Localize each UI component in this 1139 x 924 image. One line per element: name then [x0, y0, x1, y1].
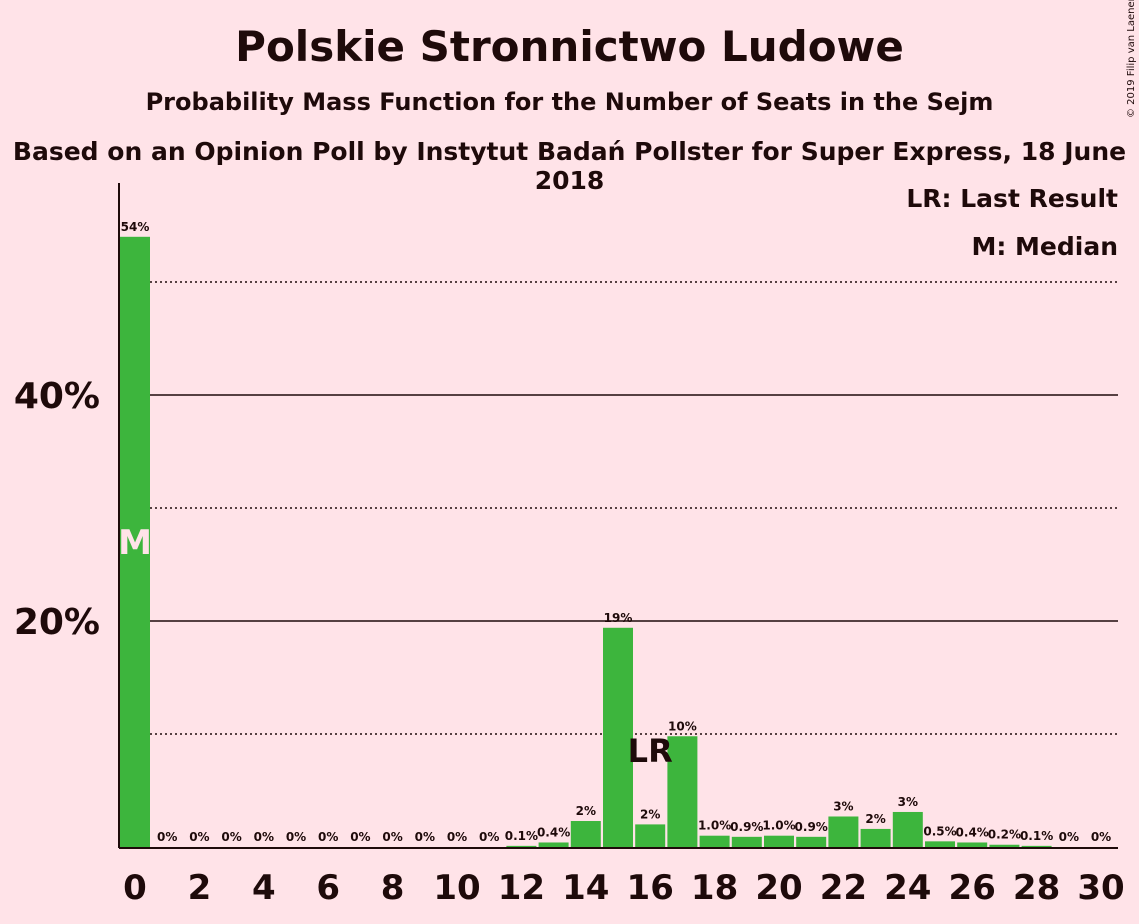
data-label: 3%	[833, 799, 853, 813]
x-tick-label: 0	[123, 868, 147, 908]
data-label: 1.0%	[762, 819, 795, 833]
bar	[828, 816, 859, 847]
data-label: 0.9%	[795, 820, 828, 834]
x-tick-label: 22	[820, 868, 867, 908]
bar	[957, 842, 988, 847]
data-label: 0%	[479, 830, 499, 844]
chart-title: Polskie Stronnictwo Ludowe	[235, 22, 904, 71]
data-label: 2%	[865, 812, 885, 826]
bar	[764, 835, 794, 847]
chart-subtitle: Probability Mass Function for the Number…	[145, 88, 994, 116]
data-label: 0%	[447, 830, 467, 844]
bar	[699, 835, 730, 847]
data-label: 2%	[640, 807, 660, 821]
x-tick-label: 4	[252, 868, 276, 908]
data-label: 2%	[576, 804, 596, 818]
bar	[667, 736, 698, 847]
data-label: 0.4%	[956, 825, 989, 839]
last-result-marker: LR	[628, 732, 673, 770]
data-label: 0.9%	[730, 820, 763, 834]
bar	[989, 844, 1020, 847]
x-tick-label: 20	[755, 868, 802, 908]
x-tick-label: 16	[627, 868, 674, 908]
y-tick-label: 20%	[14, 602, 100, 643]
data-label: 0%	[415, 830, 435, 844]
data-label: 0.2%	[988, 828, 1021, 842]
bar	[860, 828, 891, 847]
x-tick-label: 10	[433, 868, 480, 908]
bar	[796, 836, 827, 847]
y-tick-label: 40%	[14, 376, 100, 417]
legend-median: M: Median	[971, 232, 1118, 261]
data-label: 19%	[604, 611, 633, 625]
data-label: 0%	[318, 830, 338, 844]
x-tick-label: 28	[1013, 868, 1060, 908]
data-label: 3%	[898, 795, 918, 809]
data-label: 1.0%	[698, 819, 731, 833]
x-tick-label: 14	[562, 868, 609, 908]
x-tick-label: 6	[316, 868, 340, 908]
bar	[603, 627, 633, 847]
data-label: 0.1%	[1020, 829, 1053, 843]
bar	[538, 842, 569, 847]
legend-last-result: LR: Last Result	[906, 184, 1118, 213]
data-label: 0.1%	[505, 829, 538, 843]
x-tick-label: 26	[949, 868, 996, 908]
bar	[925, 841, 955, 847]
bar	[731, 836, 762, 847]
x-tick-label: 12	[498, 868, 545, 908]
data-label: 0%	[286, 830, 306, 844]
data-label: 0%	[254, 830, 274, 844]
data-label: 54%	[121, 220, 150, 234]
data-label: 0.4%	[537, 825, 570, 839]
chart-source: Based on an Opinion Poll by Instytut Bad…	[12, 137, 1127, 195]
x-tick-label: 8	[381, 868, 405, 908]
data-label: 0%	[1091, 830, 1111, 844]
x-tick-label: 30	[1077, 868, 1124, 908]
bar	[120, 236, 150, 848]
bar	[506, 845, 537, 847]
data-label: 0.5%	[923, 824, 956, 838]
data-label: 0%	[382, 830, 402, 844]
bar	[635, 824, 666, 847]
x-tick-label: 2	[188, 868, 212, 908]
data-label: 10%	[668, 719, 697, 733]
data-label: 0%	[1059, 830, 1079, 844]
data-label: 0%	[350, 830, 370, 844]
median-marker: M	[118, 523, 152, 563]
data-label: 0%	[189, 830, 209, 844]
bar	[1021, 845, 1052, 847]
bar	[570, 821, 601, 847]
data-label: 0%	[221, 830, 241, 844]
data-label: 0%	[157, 830, 177, 844]
x-tick-label: 24	[884, 868, 931, 908]
x-tick-label: 18	[691, 868, 738, 908]
bar	[892, 811, 923, 847]
